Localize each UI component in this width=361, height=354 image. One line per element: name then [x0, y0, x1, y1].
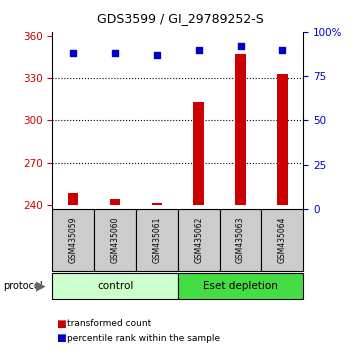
Bar	[68, 193, 78, 205]
Bar	[52, 209, 94, 271]
Bar	[193, 102, 204, 205]
Text: GSM435062: GSM435062	[194, 217, 203, 263]
Bar	[52, 273, 178, 299]
Point	[154, 52, 160, 58]
Bar	[235, 54, 246, 205]
Text: GSM435059: GSM435059	[69, 217, 78, 263]
Text: control: control	[97, 281, 133, 291]
Point	[112, 50, 118, 56]
Bar	[152, 203, 162, 205]
Text: transformed count: transformed count	[67, 319, 151, 329]
Text: protocol: protocol	[4, 281, 43, 291]
Point	[238, 43, 243, 49]
Text: GSM435063: GSM435063	[236, 217, 245, 263]
Bar	[110, 199, 120, 205]
Text: GSM435060: GSM435060	[110, 217, 119, 263]
Text: ■: ■	[56, 333, 66, 343]
Bar	[277, 74, 288, 205]
Text: GSM435061: GSM435061	[152, 217, 161, 263]
Point	[70, 50, 76, 56]
Text: GDS3599 / GI_29789252-S: GDS3599 / GI_29789252-S	[97, 12, 264, 25]
Text: ▶: ▶	[36, 279, 45, 292]
Bar	[94, 209, 136, 271]
Bar	[261, 209, 303, 271]
Bar	[178, 273, 303, 299]
Bar	[136, 209, 178, 271]
Bar	[219, 209, 261, 271]
Text: Eset depletion: Eset depletion	[203, 281, 278, 291]
Text: GSM435064: GSM435064	[278, 217, 287, 263]
Point	[196, 47, 201, 52]
Bar	[178, 209, 219, 271]
Text: ■: ■	[56, 319, 66, 329]
Point	[279, 47, 285, 52]
Text: percentile rank within the sample: percentile rank within the sample	[67, 333, 220, 343]
